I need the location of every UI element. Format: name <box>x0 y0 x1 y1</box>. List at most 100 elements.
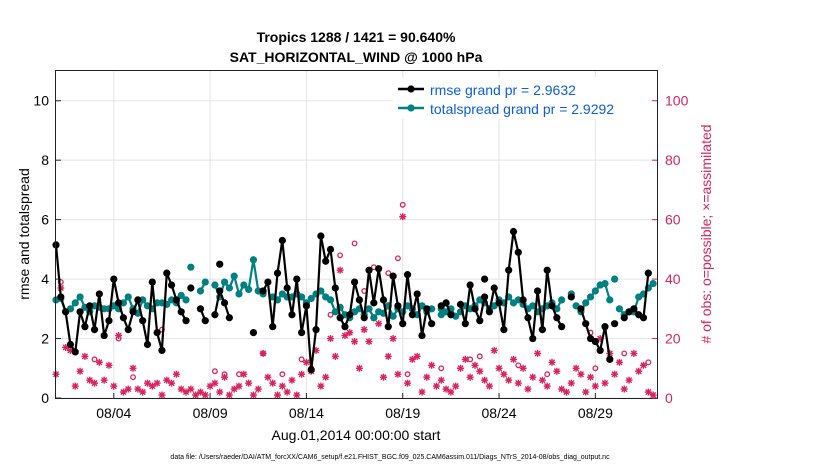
rmse-point <box>283 284 291 292</box>
obs-assimilated-point <box>379 373 387 381</box>
rmse-point <box>153 329 161 337</box>
obs-assimilated-stroke <box>269 380 276 387</box>
obs-assimilated-point <box>418 388 426 396</box>
obs-possible-point <box>91 356 98 363</box>
totalspread-point <box>558 296 566 304</box>
obs-assimilated-point <box>143 379 151 387</box>
obs-assimilated-stroke <box>101 377 108 384</box>
rmse-line <box>213 289 231 319</box>
y-tick-label-left: 10 <box>33 93 49 109</box>
obs-possible-point <box>337 252 344 259</box>
obs-assimilated-stroke <box>149 383 156 390</box>
rmse-point <box>143 340 152 349</box>
y-tick-label-left: 4 <box>41 271 49 287</box>
obs-assimilated-stroke <box>409 356 416 363</box>
obs-assimilated-point <box>245 379 253 387</box>
obs-assimilated-stroke <box>375 320 382 327</box>
obs-assimilated-stroke <box>457 365 464 372</box>
obs-assimilated-point <box>384 352 392 360</box>
totalspread-point <box>370 314 378 322</box>
obs-assimilated-point <box>124 385 132 393</box>
obs-assimilated-point <box>211 379 219 387</box>
obs-assimilated-stroke <box>385 353 392 360</box>
rmse-point <box>399 320 407 328</box>
obs-assimilated-stroke <box>207 383 214 390</box>
data-layer <box>52 201 657 399</box>
obs-assimilated-point <box>442 385 450 393</box>
rmse-point <box>119 314 128 322</box>
obs-assimilated-point <box>529 373 537 381</box>
obs-assimilated-stroke <box>322 374 329 381</box>
x-tick-label: 08/14 <box>289 405 324 421</box>
rmse-point <box>134 296 142 304</box>
obs-assimilated-point <box>485 382 493 390</box>
obs-assimilated-stroke <box>529 374 536 381</box>
rmse-point <box>216 287 224 295</box>
obs-assimilated-point <box>399 213 407 221</box>
obs-assimilated-point <box>635 367 643 375</box>
rmse-point <box>196 305 205 313</box>
rmse-point <box>269 323 277 331</box>
obs-assimilated-point <box>110 382 118 390</box>
obs-possible-point <box>544 371 551 378</box>
rmse-point <box>115 299 123 307</box>
rmse-point <box>167 281 176 289</box>
totalspread-point <box>606 296 614 304</box>
rmse-point <box>505 266 513 274</box>
legend-box <box>393 77 651 119</box>
obs-assimilated-point <box>158 391 166 399</box>
obs-assimilated-point <box>317 382 325 390</box>
obs-assimilated-point <box>225 391 233 399</box>
y-tick-label-right: 60 <box>665 212 681 228</box>
obs-assimilated-stroke <box>418 388 426 396</box>
obs-assimilated-point <box>134 385 142 393</box>
obs-assimilated-stroke <box>158 391 166 399</box>
obs-assimilated-point <box>649 391 657 399</box>
rmse-point <box>466 281 474 289</box>
rmse-point <box>375 265 383 273</box>
obs-assimilated-point <box>548 358 556 366</box>
obs-assimilated-point <box>490 346 498 354</box>
obs-assimilated-stroke <box>139 388 146 396</box>
obs-assimilated-point <box>351 338 359 346</box>
obs-assimilated-stroke <box>129 365 137 372</box>
rmse-point <box>495 299 503 307</box>
obs-possible-point <box>438 365 445 372</box>
rmse-point <box>57 293 65 301</box>
obs-assimilated-stroke <box>250 391 257 399</box>
obs-assimilated-stroke <box>72 383 79 390</box>
rmse-point <box>490 284 498 292</box>
obs-assimilated-point <box>230 385 238 393</box>
obs-possible-point <box>645 359 652 366</box>
obs-assimilated-stroke <box>110 383 117 390</box>
obs-assimilated-point <box>81 352 89 360</box>
obs-assimilated-point <box>620 385 628 393</box>
obs-assimilated-stroke <box>563 388 570 396</box>
obs-assimilated-stroke <box>414 353 421 360</box>
y-tick-label-left: 8 <box>41 152 49 168</box>
rmse-point <box>302 302 311 310</box>
obs-assimilated-stroke <box>115 332 122 339</box>
obs-assimilated-stroke <box>515 380 522 387</box>
rmse-point <box>264 278 272 286</box>
rmse-point <box>225 314 233 322</box>
obs-assimilated-point <box>322 373 330 381</box>
rmse-point <box>81 323 89 331</box>
rmse-point <box>423 305 431 313</box>
obs-assimilated-stroke <box>351 338 358 345</box>
y-tick-label-right: 40 <box>665 271 681 287</box>
obs-assimilated-stroke <box>452 383 459 390</box>
obs-assimilated-stroke <box>293 391 300 399</box>
obs-assimilated-stroke <box>462 356 469 363</box>
rmse-point <box>90 326 99 334</box>
obs-assimilated-stroke <box>587 374 594 381</box>
obs-assimilated-point <box>615 358 623 366</box>
rmse-point <box>567 293 575 301</box>
rmse-point <box>100 331 108 340</box>
totalspread-point <box>249 256 258 264</box>
obs-assimilated-stroke <box>91 380 98 387</box>
x-tick-label: 08/19 <box>385 405 420 421</box>
obs-assimilated-point <box>360 326 368 334</box>
obs-assimilated-stroke <box>96 359 103 366</box>
rmse-point <box>524 314 532 322</box>
